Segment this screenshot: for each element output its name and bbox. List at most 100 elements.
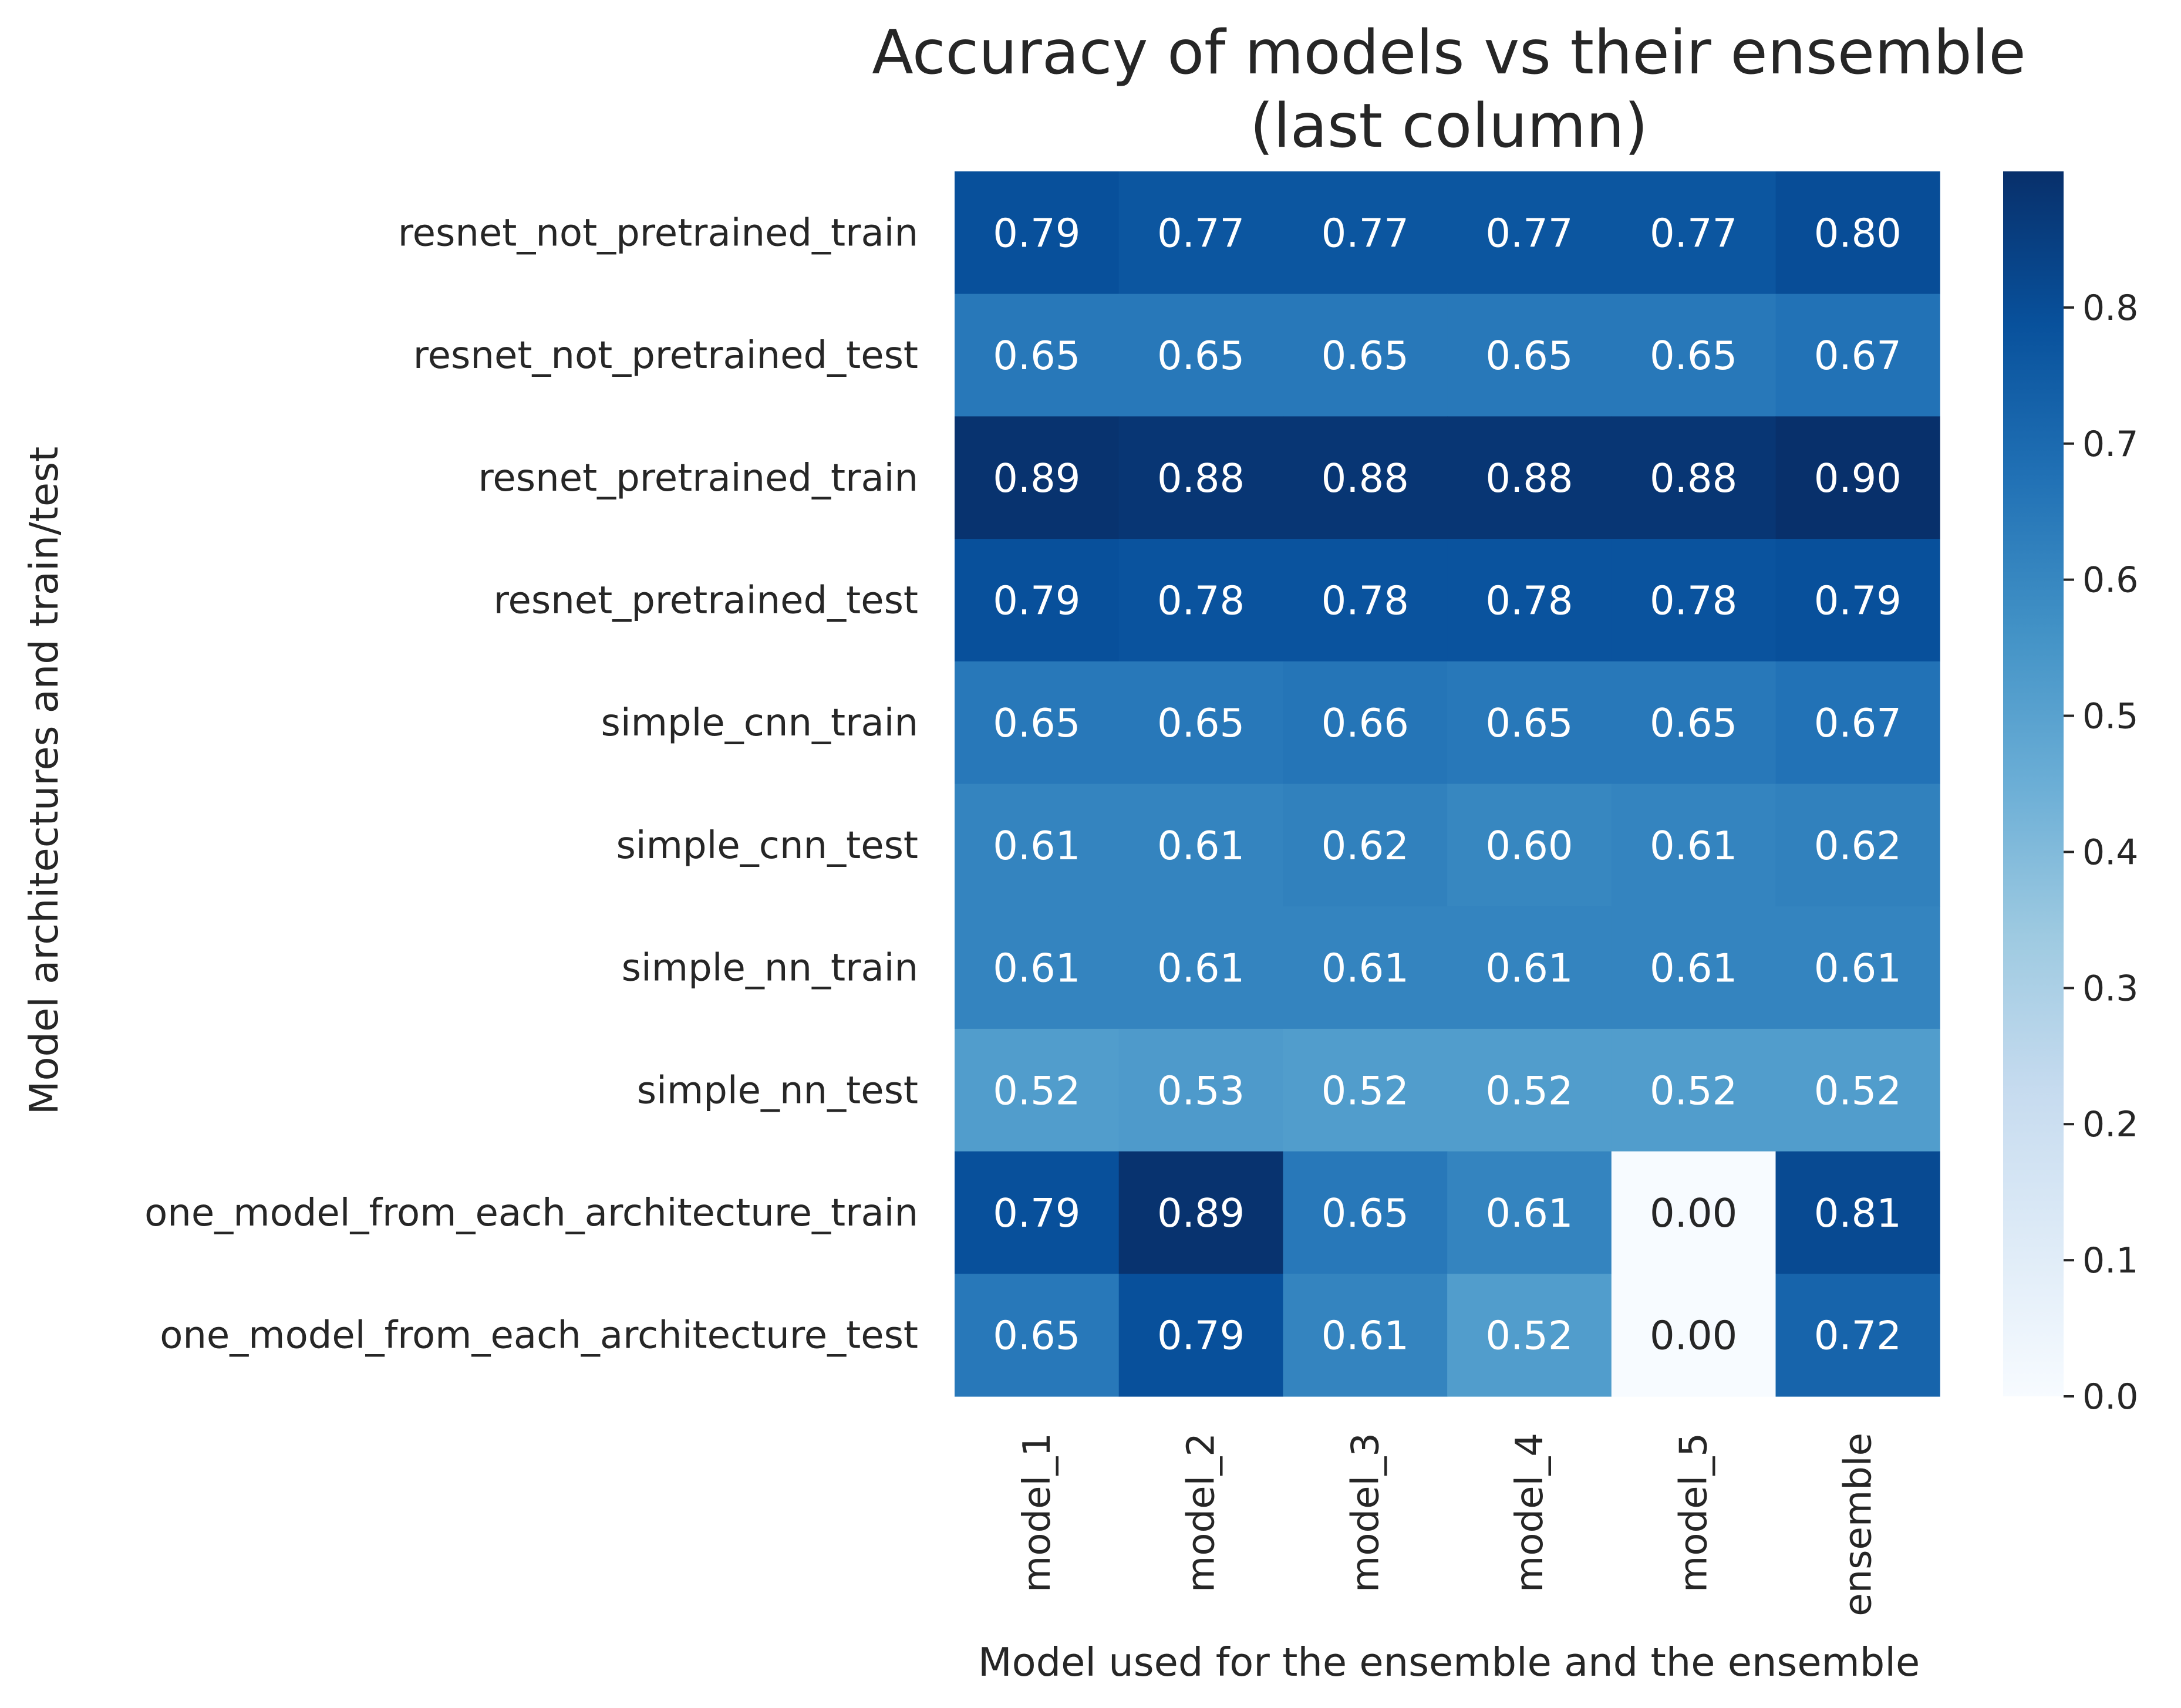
cell-value-label: 0.00	[1650, 1190, 1737, 1236]
cell-value-label: 0.62	[1322, 823, 1409, 869]
heatmap-cell	[1775, 784, 1940, 907]
cell-value-label: 0.65	[1485, 333, 1573, 379]
heatmap-cell	[955, 1151, 1120, 1274]
x-axis-label: Model used for the ensemble and the ense…	[978, 1639, 1920, 1685]
cell-value-label: 0.65	[993, 700, 1080, 746]
heatmap-cell	[1118, 906, 1283, 1029]
column-label: model_1	[1016, 1433, 1059, 1592]
row-label: simple_nn_test	[637, 1069, 918, 1112]
cell-value-label: 0.88	[1485, 455, 1573, 501]
colorbar-tick-label: 0.4	[2082, 832, 2138, 873]
cell-value-label: 0.65	[1157, 700, 1245, 746]
colorbar-tick-label: 0.0	[2082, 1376, 2138, 1417]
heatmap-cell	[1118, 416, 1283, 539]
heatmap-cell	[1775, 539, 1940, 662]
cell-value-label: 0.52	[1814, 1068, 1902, 1113]
column-label: model_5	[1673, 1433, 1716, 1592]
heatmap-cell	[1283, 784, 1448, 907]
cell-value-label: 0.88	[1322, 455, 1409, 501]
heatmap-cell	[1118, 1151, 1283, 1274]
cell-value-label: 0.78	[1485, 578, 1573, 623]
cell-value-label: 0.61	[1650, 823, 1737, 869]
row-label: one_model_from_each_architecture_train	[144, 1191, 918, 1235]
row-label: resnet_not_pretrained_test	[413, 334, 918, 377]
cell-value-label: 0.77	[1650, 210, 1737, 256]
cell-value-label: 0.61	[1322, 1313, 1409, 1359]
heatmap-cell	[1447, 1028, 1612, 1152]
heatmap-cell	[1283, 1274, 1448, 1397]
heatmap-cell	[1283, 1028, 1448, 1152]
cell-value-label: 0.80	[1814, 210, 1902, 256]
colorbar-tick-label: 0.3	[2082, 968, 2138, 1009]
cell-value-label: 0.61	[993, 946, 1080, 991]
cell-value-label: 0.61	[1485, 1190, 1573, 1236]
cell-value-label: 0.72	[1814, 1313, 1902, 1359]
heatmap-cell	[955, 906, 1120, 1029]
heatmap-cell	[1611, 661, 1777, 785]
cell-value-label: 0.61	[1650, 946, 1737, 991]
heatmap-cell	[1775, 661, 1940, 785]
cell-value-label: 0.77	[1157, 210, 1245, 256]
cell-value-label: 0.65	[1322, 1190, 1409, 1236]
row-label: one_model_from_each_architecture_test	[160, 1314, 918, 1358]
cell-value-label: 0.65	[993, 333, 1080, 379]
heatmap-cell	[1611, 171, 1777, 295]
cell-value-label: 0.65	[1322, 333, 1409, 379]
cell-value-label: 0.65	[1485, 700, 1573, 746]
cell-value-label: 0.61	[1485, 946, 1573, 991]
cell-value-label: 0.88	[1650, 455, 1737, 501]
chart-title-line-1: Accuracy of models vs their ensemble	[872, 18, 2026, 88]
heatmap-cell	[955, 539, 1120, 662]
cell-value-label: 0.65	[1157, 333, 1245, 379]
heatmap-cells	[955, 171, 1940, 1397]
cell-value-label: 0.67	[1814, 333, 1902, 379]
column-label: model_3	[1344, 1433, 1387, 1592]
heatmap-cell	[1283, 1151, 1448, 1274]
colorbar-tick-label: 0.7	[2082, 424, 2138, 465]
row-label: simple_cnn_train	[601, 701, 918, 745]
row-labels: resnet_not_pretrained_train resnet_not_pr…	[144, 211, 918, 1357]
row-label: simple_nn_train	[622, 947, 918, 990]
cell-value-label: 0.89	[1157, 1190, 1245, 1236]
column-label: model_2	[1180, 1433, 1223, 1592]
row-label: resnet_pretrained_train	[478, 457, 919, 500]
heatmap-cell	[1447, 293, 1612, 417]
heatmap-cell	[1611, 1274, 1777, 1397]
cell-value-label: 0.52	[1485, 1068, 1573, 1113]
colorbar	[2003, 171, 2064, 1396]
chart-title-line-2: (last column)	[1250, 91, 1648, 161]
row-label: resnet_pretrained_test	[494, 579, 918, 622]
column-label: model_4	[1508, 1433, 1552, 1592]
heatmap-cell	[1775, 906, 1940, 1029]
cell-value-label: 0.88	[1157, 455, 1245, 501]
heatmap-cell	[1118, 293, 1283, 417]
column-label: ensemble	[1836, 1433, 1880, 1616]
heatmap-cell	[955, 293, 1120, 417]
cell-value-label: 0.78	[1157, 578, 1245, 623]
cell-value-label: 0.61	[993, 823, 1080, 869]
heatmap-cell	[1118, 539, 1283, 662]
heatmap-cell	[1611, 906, 1777, 1029]
cell-value-label: 0.90	[1814, 455, 1902, 501]
heatmap-cell	[1447, 661, 1612, 785]
heatmap-cell	[1447, 784, 1612, 907]
cell-value-label: 0.52	[1485, 1313, 1573, 1359]
heatmap-cell	[955, 171, 1120, 295]
heatmap-cell	[1611, 416, 1777, 539]
cell-value-label: 0.79	[1814, 578, 1902, 623]
heatmap-cell	[1118, 1274, 1283, 1397]
cell-value-label: 0.79	[1157, 1313, 1245, 1359]
heatmap-cell	[1447, 171, 1612, 295]
cell-value-label: 0.65	[1650, 333, 1737, 379]
cell-value-label: 0.67	[1814, 700, 1902, 746]
cell-value-label: 0.61	[1814, 946, 1902, 991]
heatmap-cell	[1447, 416, 1612, 539]
cell-value-label: 0.00	[1650, 1313, 1737, 1359]
cell-value-label: 0.79	[993, 578, 1080, 623]
heatmap-cell	[1447, 1151, 1612, 1274]
heatmap-cell-values: 0.79 0.77 0.77 0.77 0.77 0.80 0.65 0.65 0.65 0.65…	[993, 210, 1902, 1358]
cell-value-label: 0.52	[1322, 1068, 1409, 1113]
heatmap-cell	[955, 784, 1120, 907]
cell-value-label: 0.61	[1157, 946, 1245, 991]
